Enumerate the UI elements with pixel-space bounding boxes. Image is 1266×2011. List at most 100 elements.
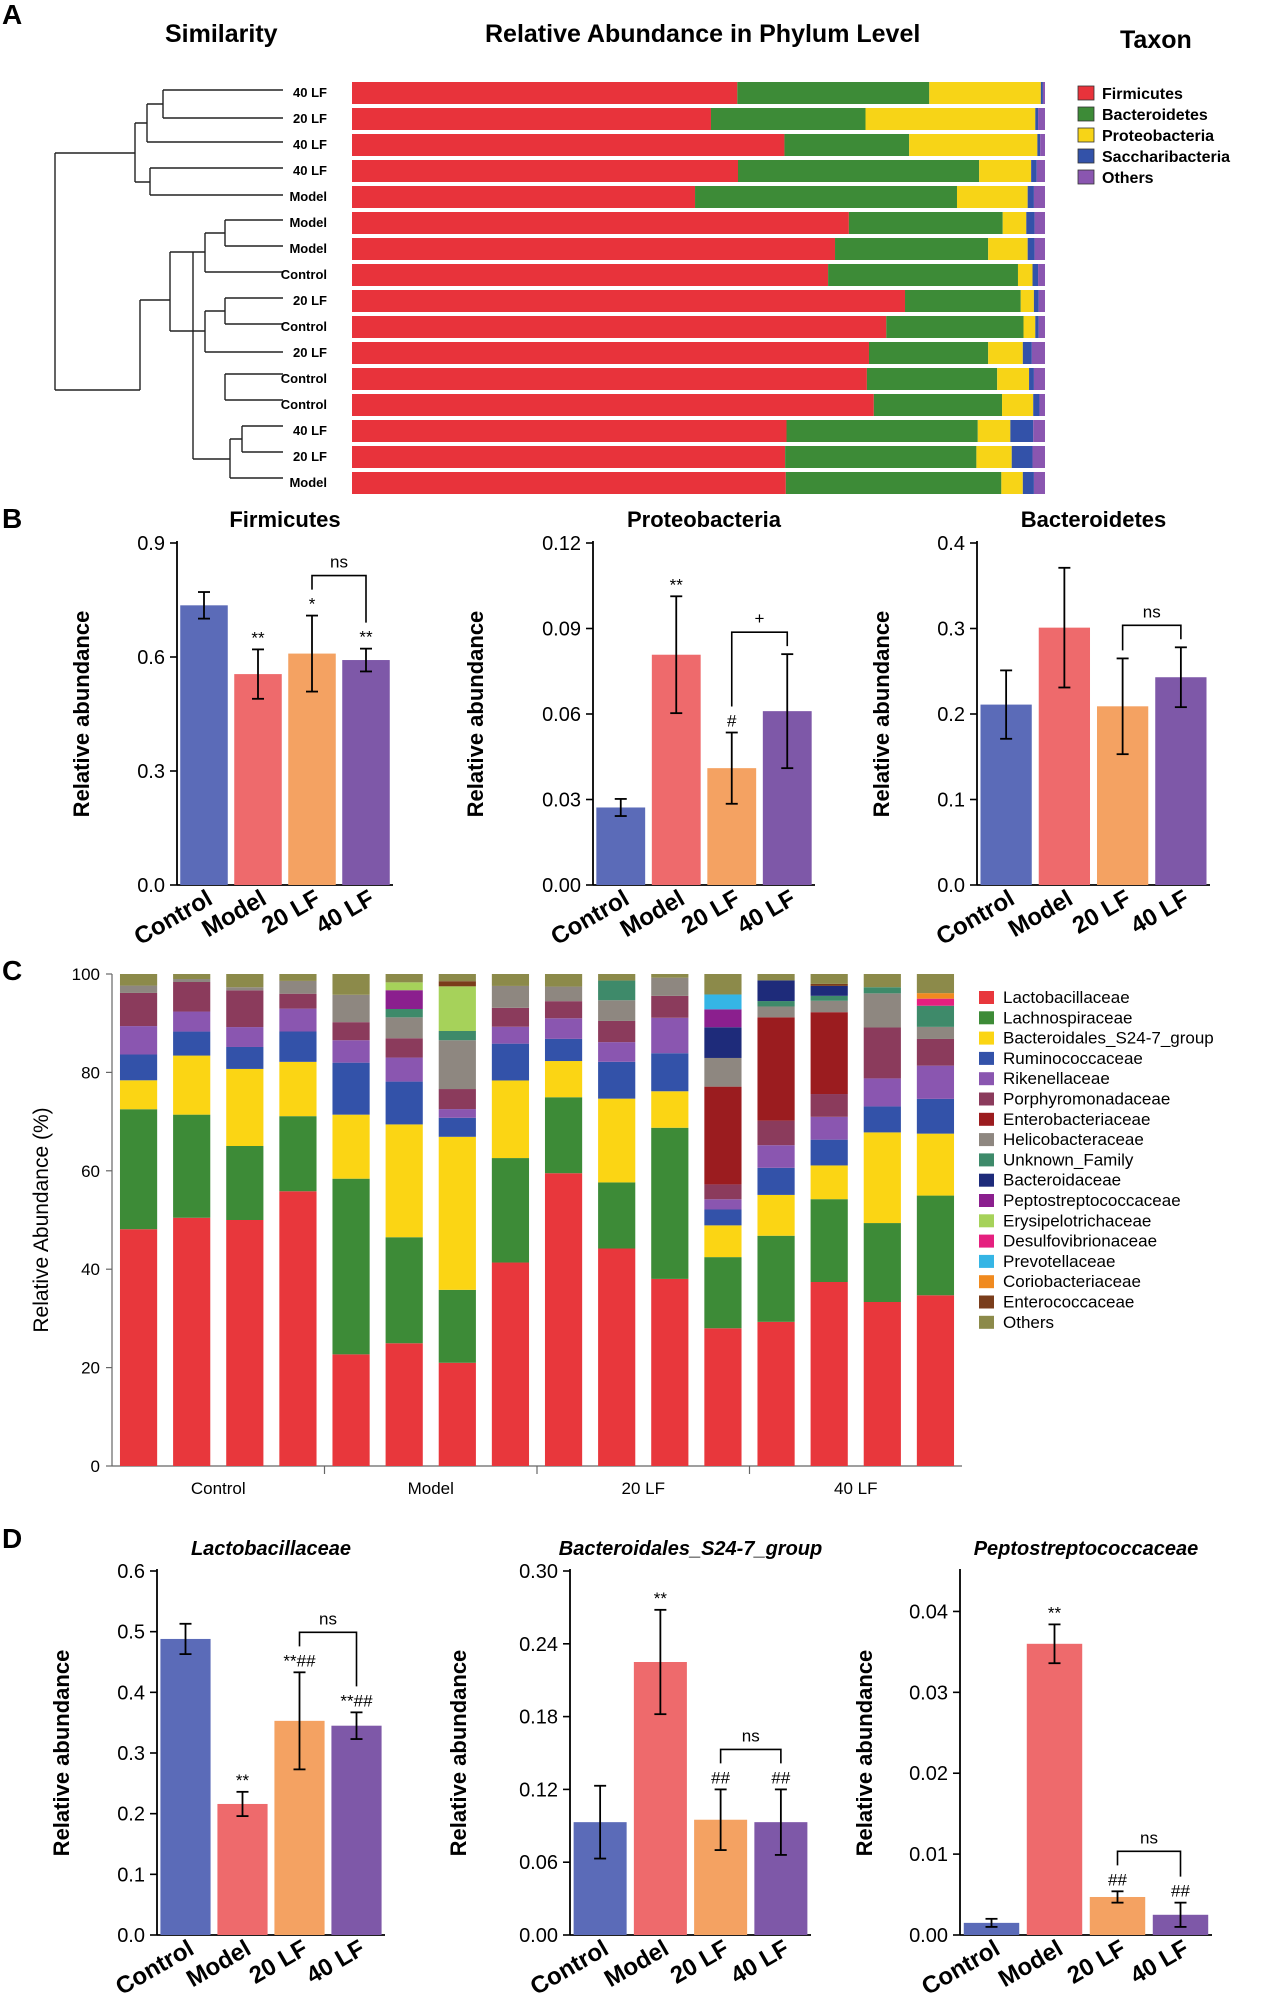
- family-segment-lactobacillaceae: [279, 1191, 317, 1466]
- phylum-row-label: Control: [281, 319, 327, 334]
- family-segment-lactobacillaceae: [651, 1278, 689, 1466]
- family-legend-swatch: [979, 1112, 994, 1126]
- family-legend-label: Prevotellaceae: [1003, 1252, 1115, 1271]
- phylum-segment-proteobacteria: [909, 134, 1038, 156]
- family-segment-ruminococcaceae: [651, 1053, 689, 1092]
- family-segment-erysipelotrichaceae: [385, 982, 423, 991]
- significance-label: #: [727, 712, 737, 731]
- family-segment-ruminococcaceae: [916, 1098, 955, 1134]
- phylum-legend-swatch: [1077, 169, 1095, 185]
- phylum-segment-bacteroidetes: [873, 394, 1003, 416]
- phylum-segment-firmicutes: [352, 342, 869, 364]
- family-segment-porphyromonadaceae: [279, 993, 317, 1009]
- family-segment-porphyromonadaceae: [598, 1020, 636, 1043]
- family-legend-swatch: [979, 1011, 994, 1025]
- family-segment-rikenellaceae: [119, 1026, 158, 1055]
- significance-label: *: [309, 595, 316, 614]
- family-segment-rikenellaceae: [438, 1109, 476, 1118]
- family-segment-helicobacteraceae: [279, 980, 317, 994]
- family-segment-coriobacteriaceae: [916, 993, 955, 999]
- family-segment-rikenellaceae: [704, 1199, 742, 1210]
- y-tick-label: 0.5: [117, 1622, 145, 1644]
- y-tick-label: 60: [81, 1162, 100, 1181]
- phylum-segment-others: [1034, 212, 1045, 234]
- family-segment-lachnospiraceae: [757, 1235, 795, 1322]
- family-segment-others: [544, 974, 583, 987]
- family-legend-label: Ruminococcaceae: [1003, 1049, 1143, 1068]
- family-segment-others: [438, 974, 476, 982]
- bar-40-lf: [1155, 677, 1207, 885]
- phylum-row-label: Control: [281, 267, 327, 282]
- family-segment-erysipelotrichaceae: [438, 986, 476, 1032]
- y-tick-label: 100: [72, 965, 100, 984]
- phylum-segment-bacteroidetes: [835, 238, 989, 260]
- phylum-segment-others: [1038, 108, 1045, 130]
- family-segment-helicobacteraceae: [491, 985, 530, 1008]
- y-tick-label: 40: [81, 1260, 100, 1279]
- y-tick-label: 0.0: [137, 875, 165, 897]
- family-segment-ruminococcaceae: [810, 1139, 848, 1166]
- family-segment-lactobacillaceae: [226, 1220, 264, 1466]
- family-segment-bacteroidales-s24-7-group: [491, 1080, 530, 1159]
- phylum-row-label: 40 LF: [293, 85, 327, 100]
- family-segment-others: [279, 974, 317, 981]
- family-segment-helicobacteraceae: [863, 993, 901, 1028]
- phylum-row-label: 40 LF: [293, 423, 327, 438]
- family-segment-unknown-family: [810, 995, 848, 1001]
- family-segment-enterobacteriaceae: [810, 1012, 848, 1095]
- family-segment-rikenellaceae: [385, 1057, 423, 1082]
- family-segment-ruminococcaceae: [119, 1054, 158, 1081]
- phylum-segment-proteobacteria: [976, 446, 1012, 468]
- y-tick-label: 0.1: [937, 790, 965, 812]
- family-segment-helicobacteraceae: [651, 977, 689, 996]
- family-legend-swatch: [979, 1092, 994, 1106]
- family-segment-lactobacillaceae: [119, 1229, 158, 1466]
- family-segment-others: [173, 974, 211, 980]
- phylum-segment-saccharibacteria: [1031, 160, 1037, 182]
- family-segment-helicobacteraceae: [704, 1057, 742, 1087]
- phylum-segment-bacteroidetes: [784, 134, 910, 156]
- family-segment-lactobacillaceae: [757, 1321, 795, 1466]
- family-segment-lachnospiraceae: [173, 1114, 211, 1218]
- panel-letter-c: C: [2, 955, 22, 986]
- significance-label: **##: [340, 1691, 373, 1710]
- family-segment-ruminococcaceae: [491, 1043, 530, 1081]
- chart-title: Bacteroidales_S24-7_group: [559, 1538, 822, 1560]
- bracket-label: ns: [1140, 1828, 1158, 1847]
- y-tick-label: 0.0: [117, 1925, 145, 1947]
- family-segment-bacteroidaceae: [757, 980, 795, 1002]
- family-segment-helicobacteraceae: [119, 985, 158, 993]
- family-segment-bacteroidales-s24-7-group: [704, 1225, 742, 1258]
- y-tick-label: 0.6: [117, 1561, 145, 1583]
- family-segment-helicobacteraceae: [173, 979, 211, 983]
- phylum-segment-proteobacteria: [988, 238, 1028, 260]
- similarity-title: Similarity: [165, 20, 278, 48]
- y-tick-label: 0.2: [937, 704, 965, 726]
- significance-label: **: [654, 1589, 668, 1608]
- chart-title: Bacteroidetes: [1021, 507, 1167, 532]
- family-segment-ruminococcaceae: [757, 1167, 795, 1195]
- bar-control: [160, 1638, 211, 1935]
- y-tick-label: 0.09: [542, 619, 581, 641]
- bracket-label: ns: [330, 553, 348, 572]
- phylum-segment-firmicutes: [352, 394, 874, 416]
- phylum-segment-saccharibacteria: [1035, 316, 1039, 338]
- family-segment-bacteroidales-s24-7-group: [226, 1068, 264, 1146]
- family-segment-bacteroidales-s24-7-group: [332, 1114, 370, 1179]
- bracket-label: ns: [742, 1726, 760, 1745]
- family-segment-lactobacillaceae: [544, 1173, 583, 1466]
- phylum-segment-firmicutes: [352, 238, 836, 260]
- comparison-bracket: [298, 1631, 358, 1687]
- family-legend-label: Unknown_Family: [1003, 1150, 1134, 1169]
- bar-control: [180, 605, 228, 885]
- phylum-legend-label: Firmicutes: [1102, 86, 1183, 103]
- y-tick-label: 0.02: [909, 1763, 948, 1785]
- y-tick-label: 0: [91, 1457, 100, 1476]
- family-segment-lactobacillaceae: [916, 1295, 955, 1466]
- phylum-segment-proteobacteria: [1001, 472, 1023, 494]
- phylum-segment-others: [1033, 368, 1045, 390]
- family-segment-helicobacteraceae: [810, 1000, 848, 1013]
- family-segment-lachnospiraceae: [119, 1109, 158, 1230]
- taxon-title: Taxon: [1120, 26, 1192, 54]
- family-segment-bacteroidaceae: [810, 985, 848, 996]
